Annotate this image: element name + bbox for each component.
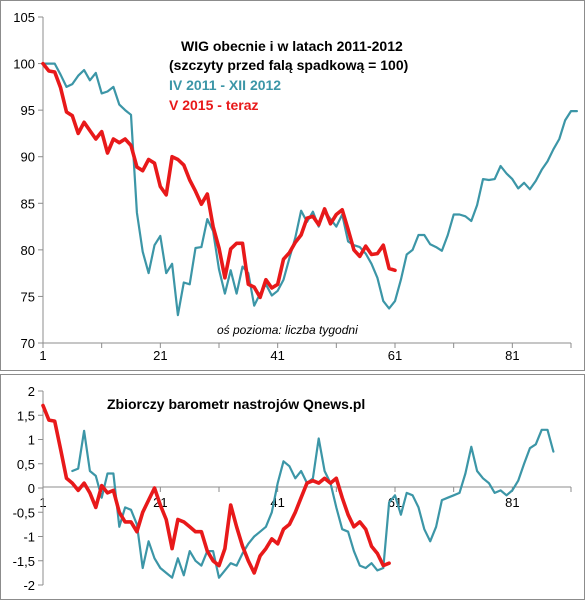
y-tick-label: -1 [23,530,35,545]
x-tick-label: 81 [505,495,519,510]
series-line-red [41,61,397,300]
y-tick-label: -2 [23,578,35,593]
y-tick-label: 105 [13,10,35,25]
y-tick-label: -1,5 [13,554,35,569]
legend-series-red: V 2015 - teraz [169,97,259,113]
x-tick-label: 61 [388,348,402,363]
series-line-teal [41,62,578,317]
y-tick-label: 0,5 [17,457,35,472]
y-tick-label: 0 [28,481,35,496]
series-line-red [41,403,391,575]
x-axis-annotation: oś pozioma: liczba tygodni [217,323,358,337]
x-tick-label: 41 [270,348,284,363]
series-line-teal [71,428,555,579]
chart-title: WIG obecnie i w latach 2011-2012 [181,38,403,54]
y-tick-label: 2 [28,384,35,399]
chart-panel-top: 70 75 80 85 90 95 100 105 1 21 41 61 81 WIG obecnie… [0,0,585,371]
y-tick-label: 1,5 [17,408,35,423]
chart-title: Zbiorczy barometr nastrojów Qnews.pl [107,396,365,412]
wig-line-chart: 70 75 80 85 90 95 100 105 1 21 41 61 81 WIG obecnie… [13,10,578,363]
y-tick-label: 90 [21,150,35,165]
y-tick-label: 85 [21,196,35,211]
x-tick-label: 81 [505,348,519,363]
y-tick-label: 75 [21,289,35,304]
legend-series-teal: IV 2011 - XII 2012 [169,77,281,93]
y-tick-label: 1 [28,433,35,448]
y-tick-label: 80 [21,243,35,258]
y-tick-label: 100 [13,57,35,72]
y-tick-label: 70 [21,336,35,351]
x-tick-label: 1 [39,348,46,363]
y-tick-label: 95 [21,103,35,118]
y-tick-label: -0,5 [13,505,35,520]
x-tick-label: 21 [153,348,167,363]
chart-subtitle: (szczyty przed falą spadkową = 100) [169,57,408,73]
